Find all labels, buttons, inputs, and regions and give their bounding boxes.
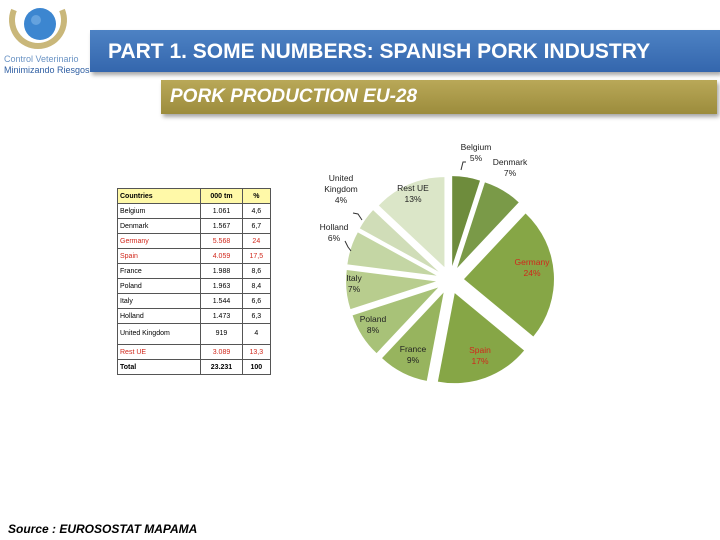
header-banner: PART 1. SOME NUMBERS: SPANISH PORK INDUS… [90,30,720,72]
pie-slice-holland [347,232,437,276]
pie-leader-line [344,240,352,252]
table-row: United Kingdom 919 4 [116,323,272,345]
table-total-row: Total 23.231 100 [116,359,272,375]
column-header-countries: Countries [116,188,202,204]
logo [0,0,90,80]
cell-pct: 100 [241,359,272,375]
pie-slice-italy [346,270,437,310]
subheader-banner: PORK PRODUCTION EU-28 [161,80,717,114]
logo-text-line1: Control Veterinario [4,54,79,64]
pie-label-belgium: Belgium 5% [461,142,492,163]
pie-label-italy: Italy 7% [346,273,362,294]
source-note: Source : EUROSOSTAT MAPAMA [8,522,198,536]
pie-slice-spain [437,293,525,384]
table-row: Germany 5.568 24 [116,233,272,249]
pie-label-germany: Germany 24% [515,257,551,278]
production-table: Countries 000 tm % Belgium 1.061 4,6 Denma… [116,188,272,375]
pie-label-holland: Holland 6% [320,222,349,243]
section-title: PORK PRODUCTION EU-28 [170,86,418,107]
pie-slice-france [382,292,444,381]
pie-label-rest-ue: Rest UE 13% [397,183,429,204]
pie-slice-rest-ue [378,177,445,268]
pie-label-poland: Poland 8% [360,314,387,335]
column-header-pct: % [241,188,272,204]
pie-label-denmark: Denmark 7% [493,157,528,178]
logo-emblem-icon [9,8,67,49]
pie-slice-belgium [452,176,481,267]
page-title: PART 1. SOME NUMBERS: SPANISH PORK INDUS… [108,40,651,63]
pie-slice-germany [463,213,554,337]
pie-slice-poland [352,287,439,354]
table-row: Italy 1.544 6,6 [116,293,272,309]
pie-label-spain: Spain 17% [469,345,491,366]
table-row: Holland 1.473 6,3 [116,308,272,324]
pie-leader-line [352,212,363,221]
pie-label-france: France 9% [400,344,427,365]
pie-leader-line [460,161,466,171]
pie-label-united-kingdom: United Kingdom 4% [324,173,358,205]
logo-text-line2: Minimizando Riesgos [4,65,90,75]
pie-slice-denmark [457,182,519,268]
pie-slice-united-kingdom [359,210,439,272]
